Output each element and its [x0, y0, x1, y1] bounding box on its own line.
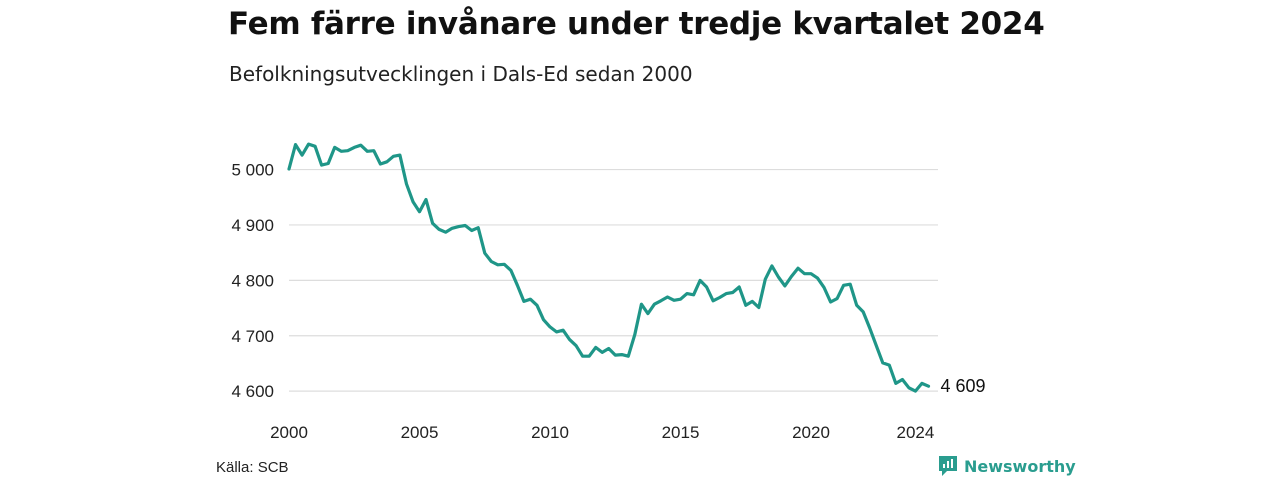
y-tick-label: 5 000: [231, 161, 274, 180]
end-value-label: 4 609: [940, 376, 985, 396]
y-tick-label: 4 900: [231, 216, 274, 235]
series-group: [287, 142, 931, 393]
x-tick-label: 2000: [270, 423, 308, 442]
x-axis-tick-labels: 2000 2005 2010 2015 2020 2024: [270, 423, 934, 442]
y-axis-tick-labels: 4 600 4 700 4 800 4 900 5 000: [231, 161, 274, 402]
x-tick-label: 2020: [792, 423, 830, 442]
gridlines: [289, 168, 938, 392]
x-tick-label: 2005: [401, 423, 439, 442]
y-tick-label: 4 600: [231, 382, 274, 401]
y-tick-label: 4 700: [231, 327, 274, 346]
x-tick-label: 2015: [662, 423, 700, 442]
newsworthy-logo-icon: [939, 456, 957, 476]
x-tick-label: 2024: [897, 423, 935, 442]
chart-subtitle: Befolkningsutvecklingen i Dals-Ed sedan …: [229, 62, 693, 86]
series-line: [287, 142, 931, 393]
chart-title: Fem färre invånare under tredje kvartale…: [228, 6, 1045, 42]
source-note: Källa: SCB: [216, 459, 289, 476]
y-tick-label: 4 800: [231, 271, 274, 290]
brand-name: Newsworthy: [964, 456, 1076, 476]
brand-logo[interactable]: Newsworthy: [938, 455, 1076, 477]
x-tick-label: 2010: [531, 423, 569, 442]
